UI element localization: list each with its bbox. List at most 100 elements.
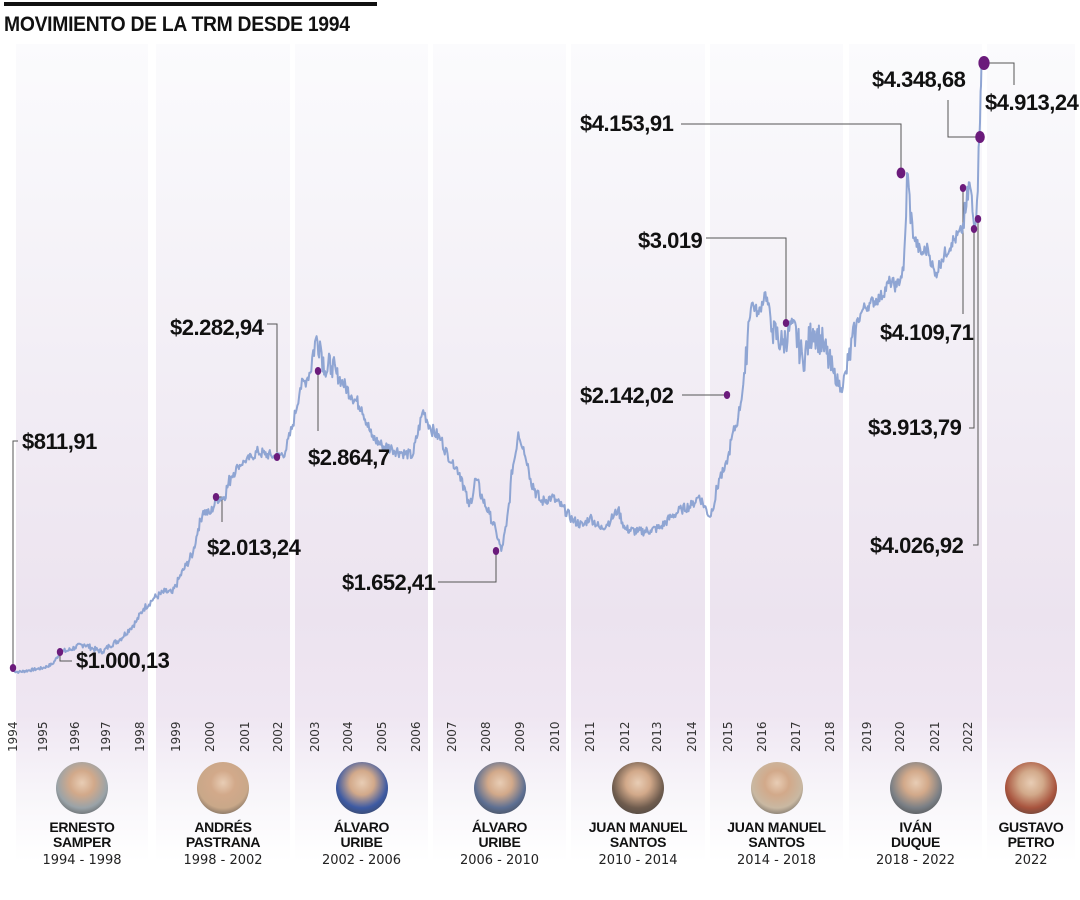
- data-point-marker: [9, 664, 17, 672]
- portrait-icon: [889, 762, 942, 814]
- name-line-1: JUAN MANUEL: [588, 819, 688, 835]
- leader-line: [984, 62, 1015, 85]
- data-point-marker: [273, 453, 281, 461]
- term-panel: [987, 44, 1075, 862]
- x-tick-label: 2007: [445, 721, 459, 752]
- data-point-marker: [212, 493, 220, 501]
- term-years: 2002 - 2006: [321, 853, 402, 868]
- portrait-icon: [1005, 762, 1057, 814]
- president-name: IVÁN DUQUE: [843, 820, 988, 850]
- term-years: 2022: [1014, 853, 1048, 868]
- value-label: $811,91: [22, 429, 97, 454]
- president-card: IVÁN DUQUE 2018 - 2022: [843, 762, 988, 868]
- president-name: ÁLVARO URIBE: [289, 820, 434, 850]
- data-point-marker: [314, 367, 322, 375]
- x-tick-label: 2009: [513, 721, 527, 752]
- x-tick-label: 2008: [479, 721, 493, 752]
- data-point-marker: [975, 131, 985, 143]
- value-label: $4.348,68: [872, 67, 966, 92]
- data-point-marker: [782, 319, 790, 327]
- x-tick-label: 2006: [409, 721, 423, 752]
- term-years: 2018 - 2022: [875, 853, 956, 868]
- trm-series: [12, 62, 983, 674]
- term-years: 1998 - 2002: [183, 853, 263, 868]
- president-name: ANDRÉS PASTRANA: [150, 820, 296, 850]
- president-name: ERNESTO SAMPER: [20, 820, 144, 850]
- x-tick-label: 1998: [133, 721, 147, 752]
- x-tick-label: 2020: [893, 721, 907, 752]
- term-panel: [710, 44, 843, 862]
- x-tick-label: 2004: [341, 721, 355, 752]
- term-panel: [16, 44, 148, 862]
- term-panel: [433, 44, 566, 862]
- president-card: ÁLVARO URIBE 2002 - 2006: [289, 762, 434, 868]
- president-name: JUAN MANUEL SANTOS: [704, 820, 849, 850]
- data-point-marker: [974, 215, 982, 223]
- markers: [9, 56, 990, 672]
- leader-line: [12, 440, 18, 668]
- x-tick-label: 2002: [271, 721, 285, 752]
- leader-line: [947, 100, 980, 138]
- data-point-marker: [970, 225, 978, 233]
- title-rule: [4, 2, 377, 6]
- trm-line: [12, 62, 983, 674]
- term-panel: [849, 44, 982, 862]
- x-tick-label: 2017: [789, 721, 803, 752]
- x-tick-label: 2015: [721, 721, 735, 752]
- leader-line: [681, 123, 902, 173]
- data-point-marker: [896, 167, 906, 179]
- x-tick-label: 2019: [860, 721, 874, 752]
- portrait-icon: [197, 762, 249, 814]
- term-panel: [156, 44, 290, 862]
- name-line-1: ÁLVARO: [333, 819, 390, 835]
- name-line-1: GUSTAVO: [998, 819, 1064, 835]
- x-tick-label: 2010: [548, 721, 562, 752]
- value-label: $2.142,02: [580, 383, 674, 408]
- name-line-1: ÁLVARO: [471, 819, 528, 835]
- x-tick-label: 1999: [169, 721, 183, 752]
- data-point-marker: [492, 547, 500, 555]
- value-label: $3.913,79: [868, 415, 962, 440]
- name-line-1: IVÁN: [899, 819, 932, 835]
- term-years: 2010 - 2014: [598, 853, 678, 868]
- leader-lines: [12, 62, 1015, 668]
- term-panel: [571, 44, 705, 862]
- president-card: JUAN MANUEL SANTOS 2014 - 2018: [704, 762, 849, 868]
- x-tick-label: 2018: [823, 721, 837, 752]
- name-line-2: URIBE: [478, 834, 521, 850]
- value-label: $1.652,41: [342, 570, 436, 595]
- data-point-marker: [723, 391, 731, 399]
- x-tick-label: 2011: [583, 721, 597, 752]
- name-line-2: SANTOS: [609, 834, 667, 850]
- president-card: GUSTAVO PETRO 2022: [981, 762, 1080, 868]
- name-line-2: PASTRANA: [185, 834, 261, 850]
- term-years: 1994 - 1998: [42, 853, 122, 868]
- president-card: ANDRÉS PASTRANA 1998 - 2002: [150, 762, 296, 868]
- value-label: $4.153,91: [580, 111, 674, 136]
- leader-line: [267, 323, 278, 457]
- value-label: $1.000,13: [76, 648, 170, 673]
- chart-title: MOVIMIENTO DE LA TRM DESDE 1994: [4, 13, 350, 36]
- leader-line: [969, 229, 975, 429]
- name-line-1: JUAN MANUEL: [727, 819, 826, 835]
- term-years: 2014 - 2018: [736, 853, 817, 868]
- president-name: ÁLVARO URIBE: [427, 820, 572, 850]
- president-card: JUAN MANUEL SANTOS 2010 - 2014: [565, 762, 711, 868]
- value-label: $3.019: [638, 228, 703, 253]
- data-point-marker: [978, 56, 990, 70]
- portrait-icon: [56, 762, 108, 814]
- x-tick-label: 2014: [685, 721, 699, 752]
- name-line-2: DUQUE: [890, 834, 941, 850]
- portrait-icon: [335, 762, 388, 814]
- x-tick-label: 2005: [375, 721, 389, 752]
- value-labels: $811,91 $1.000,13 $2.013,24 $2.282,94 $2.864…: [22, 67, 1080, 673]
- value-label: $2.864,7: [308, 445, 390, 470]
- name-line-2: SAMPER: [52, 834, 112, 850]
- value-label: $4.109,71: [880, 320, 974, 345]
- value-label: $2.282,94: [170, 315, 265, 340]
- x-tick-label: 1995: [36, 721, 50, 752]
- x-tick-label: 2016: [755, 721, 769, 752]
- x-tick-label: 2001: [238, 721, 252, 752]
- x-tick-label: 2003: [308, 721, 322, 752]
